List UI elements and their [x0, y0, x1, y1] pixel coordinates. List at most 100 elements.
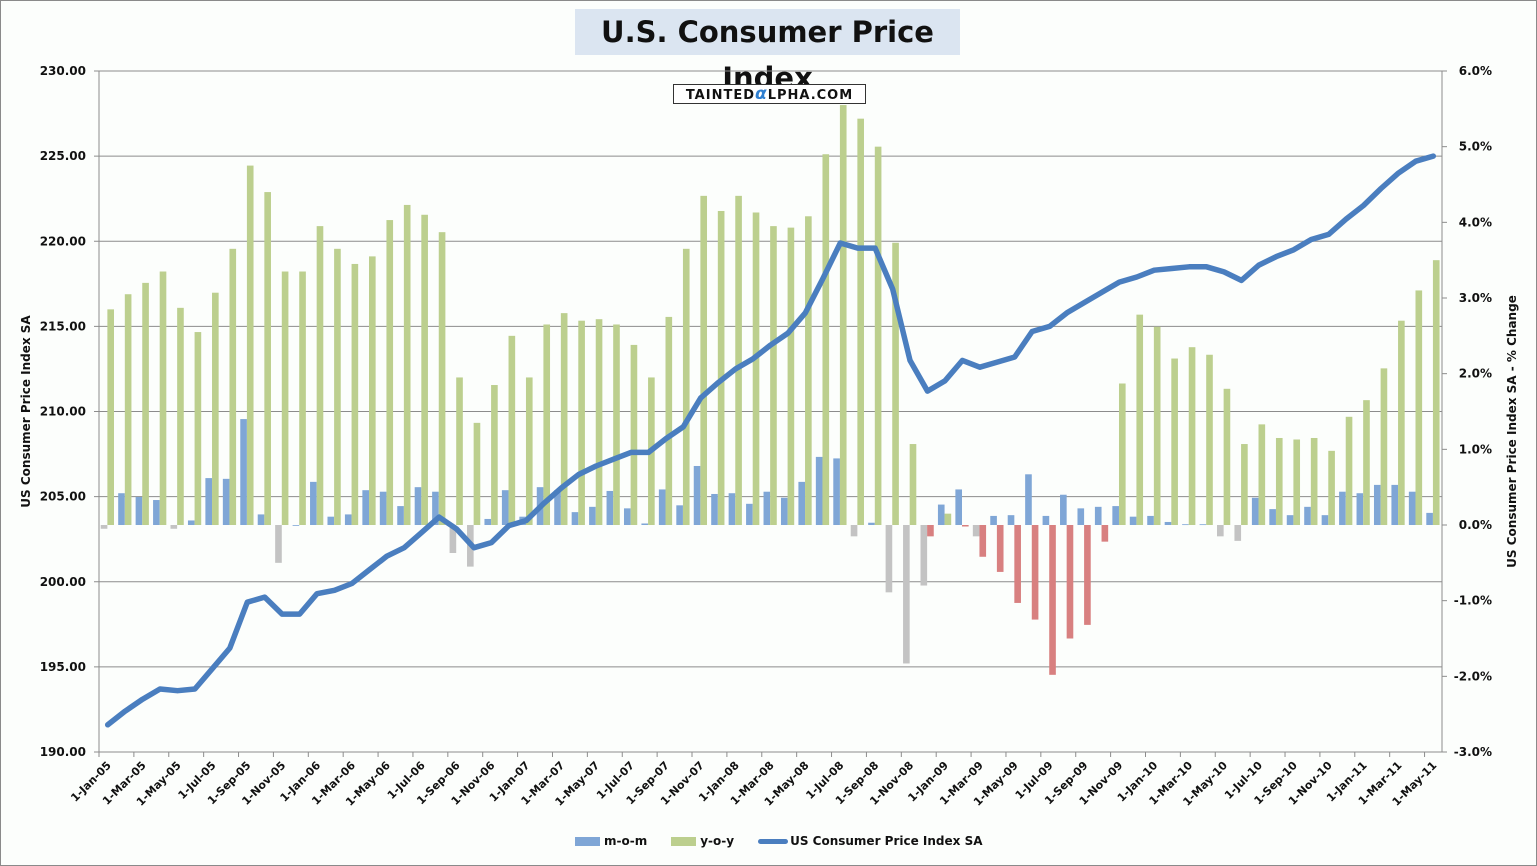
mom-bar: [484, 518, 492, 525]
mom-bar: [1129, 516, 1137, 525]
mom-bar: [658, 489, 666, 525]
mom-bar: [222, 478, 230, 525]
yoy-bar: [595, 319, 603, 525]
legend-swatch-cpi: [758, 838, 789, 844]
yoy-bar: [229, 248, 237, 526]
legend-label-cpi: US Consumer Price Index SA: [790, 834, 983, 848]
yoy-bar: [630, 344, 638, 525]
mom-bar: [763, 491, 771, 525]
yoy-bar: [386, 220, 394, 525]
mom-bar: [135, 497, 143, 525]
mom-bar: [240, 419, 247, 525]
yoy-bar: [1171, 358, 1178, 525]
watermark-logo: TAINTEDαLPHA.COM: [673, 84, 866, 104]
left-axis-title: US Consumer Price Index SA: [19, 315, 33, 508]
mom-bar: [623, 508, 631, 525]
mom-bar: [170, 525, 178, 529]
right-tick-label: 4.0%: [1459, 215, 1492, 229]
mom-bar: [1356, 493, 1364, 525]
legend-swatch-mom: [575, 836, 600, 846]
left-tick-label: 190.00: [40, 745, 86, 759]
legend-item-cpi: US Consumer Price Index SA: [758, 834, 983, 848]
yoy-bar: [682, 248, 690, 526]
mom-bar: [432, 491, 439, 525]
yoy-bar: [299, 271, 306, 525]
yoy-bar: [1066, 525, 1074, 639]
mom-bar: [1234, 525, 1242, 541]
mom-bar: [1077, 508, 1085, 525]
mom-bar: [990, 515, 997, 525]
yoy-bar: [124, 294, 132, 525]
mom-bar: [815, 456, 823, 525]
yoy-bar: [805, 216, 812, 525]
yoy-bar: [909, 444, 917, 525]
mom-bar: [920, 525, 928, 586]
yoy-bar: [944, 513, 952, 525]
yoy-bar: [560, 313, 568, 525]
yoy-bar: [543, 324, 551, 525]
yoy-bar: [334, 248, 341, 526]
yoy-bar: [1363, 400, 1370, 525]
yoy-bar: [787, 227, 795, 525]
mom-bar: [554, 490, 561, 525]
yoy-bar: [281, 271, 289, 525]
mom-bar: [362, 490, 369, 525]
mom-bar: [1112, 506, 1119, 525]
mom-bar: [606, 490, 614, 525]
mom-bar: [257, 514, 265, 525]
mom-bar: [1391, 484, 1399, 525]
yoy-bar: [1136, 314, 1144, 525]
yoy-bar: [508, 335, 516, 525]
mom-bar: [1060, 494, 1067, 525]
mom-bar: [1286, 515, 1294, 525]
mom-bar: [344, 514, 352, 525]
mom-bar: [833, 458, 840, 525]
left-tick-label: 220.00: [40, 234, 86, 248]
mom-bar: [571, 512, 579, 525]
mom-bar: [205, 478, 213, 525]
yoy-bar: [1293, 439, 1301, 525]
mom-bar: [955, 489, 963, 525]
yoy-bar: [1153, 326, 1161, 525]
mom-bar: [1217, 525, 1224, 537]
yoy-bar: [403, 204, 411, 525]
left-tick-label: 225.00: [40, 149, 86, 163]
mom-bar: [868, 522, 875, 525]
yoy-bar: [717, 210, 725, 525]
mom-bar: [275, 525, 282, 563]
mom-bar: [310, 481, 317, 525]
alpha-glyph: α: [755, 84, 768, 104]
mom-bar: [397, 506, 404, 525]
legend: m-o-m y-o-y US Consumer Price Index SA: [575, 834, 1007, 848]
mom-bar: [1269, 509, 1276, 525]
yoy-bar: [1415, 290, 1423, 525]
mom-bar: [903, 525, 910, 664]
mom-bar: [1251, 497, 1259, 525]
mom-bar: [1042, 515, 1050, 525]
cpi-line: [104, 153, 1437, 728]
mom-bar: [1025, 474, 1032, 525]
mom-bar: [746, 503, 753, 525]
yoy-bar: [1241, 444, 1248, 525]
mom-bar: [1199, 524, 1207, 526]
yoy-bar: [1084, 525, 1091, 625]
legend-item-mom: m-o-m: [575, 834, 647, 848]
mom-bar: [728, 493, 736, 525]
right-tick-label: -3.0%: [1454, 745, 1492, 759]
left-tick-label: 200.00: [40, 575, 86, 589]
yoy-bar: [892, 242, 899, 525]
right-axis-title: US Consumer Price Index SA - % Change: [1505, 295, 1519, 568]
mom-bar: [972, 525, 980, 537]
mom-bar: [1007, 515, 1015, 525]
mom-bar: [100, 525, 108, 529]
yoy-bar: [473, 422, 481, 525]
yoy-bar: [996, 525, 1004, 572]
yoy-bar: [979, 525, 987, 557]
yoy-bar: [1188, 347, 1196, 525]
mom-bar: [711, 493, 718, 525]
mom-bar: [676, 505, 683, 525]
mom-bar: [798, 481, 806, 525]
yoy-bar: [1275, 437, 1283, 525]
yoy-bar: [752, 212, 760, 525]
yoy-bar: [1328, 450, 1335, 525]
